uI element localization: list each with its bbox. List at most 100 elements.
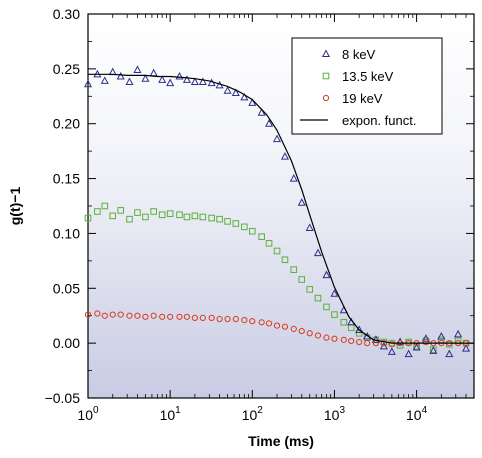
fit-line	[88, 73, 474, 344]
data-point	[183, 313, 191, 320]
y-tick-label: 0.30	[53, 6, 80, 22]
data-point	[323, 303, 330, 311]
data-point	[380, 340, 387, 347]
data-point	[199, 314, 206, 322]
legend-label: 19 keV	[342, 91, 383, 106]
data-point	[94, 310, 101, 317]
data-point	[125, 77, 134, 86]
data-point	[290, 266, 298, 273]
data-point	[176, 313, 183, 320]
data-point	[83, 79, 93, 88]
data-point	[232, 220, 240, 227]
data-point	[166, 210, 174, 217]
data-point	[117, 207, 124, 214]
data-point	[340, 318, 348, 326]
data-point	[134, 209, 141, 216]
data-point	[297, 198, 306, 206]
data-point	[257, 108, 266, 116]
data-point	[305, 223, 314, 231]
data-point	[265, 320, 273, 327]
data-point	[216, 315, 223, 323]
data-point	[388, 341, 395, 348]
data-point	[133, 65, 142, 73]
legend-label: 13.5 keV	[342, 69, 394, 84]
data-point	[84, 311, 92, 318]
data-point	[224, 218, 231, 225]
data-point	[216, 215, 223, 223]
y-axis-ticks: −0.05 0.00 0.05 0.10 0.15 0.20 0.25 0.30	[45, 6, 474, 406]
x-tick-label: 101	[160, 405, 182, 423]
data-point	[126, 312, 133, 319]
data-point	[412, 342, 421, 351]
data-point	[150, 208, 157, 215]
x-tick-label: 102	[242, 405, 264, 423]
data-point	[248, 98, 257, 106]
data-point	[141, 74, 150, 82]
data-point	[142, 313, 149, 320]
data-point	[159, 313, 166, 320]
data-point	[101, 312, 108, 319]
data-point	[429, 346, 438, 354]
data-point	[421, 334, 430, 342]
data-point	[101, 202, 109, 210]
legend-swatch	[322, 72, 330, 80]
data-point	[330, 289, 339, 297]
legend: 8 keV 13.5 keV 19 keV expon. funct.	[291, 37, 443, 135]
legend-label: expon. funct.	[342, 113, 416, 128]
data-point	[109, 212, 117, 220]
data-point	[281, 256, 289, 264]
data-point	[142, 213, 149, 221]
data-point	[306, 286, 314, 293]
data-point	[364, 340, 371, 347]
legend-label: 8 keV	[342, 47, 376, 62]
data-point	[224, 315, 231, 323]
data-point	[208, 314, 215, 322]
data-point	[371, 335, 380, 343]
series-layer	[83, 65, 474, 358]
data-point	[241, 317, 248, 324]
series-square	[84, 202, 470, 354]
data-point	[379, 341, 388, 350]
data-point	[94, 208, 101, 215]
data-point	[191, 212, 199, 220]
data-point	[190, 77, 199, 86]
data-point	[314, 332, 322, 339]
data-point	[265, 240, 273, 247]
series-line	[88, 73, 474, 344]
data-point	[387, 347, 396, 355]
data-point	[323, 334, 330, 341]
data-point	[158, 211, 166, 219]
data-point	[176, 211, 183, 219]
data-point	[272, 134, 282, 143]
data-point	[84, 214, 92, 222]
data-point	[331, 311, 338, 318]
data-point	[258, 319, 265, 326]
data-point	[109, 311, 116, 318]
y-tick-label: −0.05	[45, 390, 81, 406]
data-point	[314, 294, 322, 302]
data-point	[348, 337, 355, 345]
data-point	[280, 152, 290, 160]
data-point	[306, 330, 313, 337]
data-point	[167, 313, 174, 320]
y-tick-label: 0.15	[53, 171, 80, 187]
data-point	[331, 335, 338, 342]
x-tick-label: 100	[77, 405, 99, 423]
x-tick-label: 104	[406, 405, 428, 423]
data-point	[134, 312, 141, 319]
data-point	[289, 174, 298, 182]
data-point	[232, 315, 239, 323]
data-point	[422, 338, 430, 346]
data-point	[231, 88, 240, 96]
data-point	[298, 276, 306, 283]
data-point	[454, 329, 463, 338]
data-point	[240, 92, 249, 101]
legend-swatch	[322, 94, 330, 102]
data-point	[248, 227, 256, 235]
y-tick-label: 0.05	[53, 280, 80, 296]
data-point	[208, 214, 215, 222]
data-point	[100, 76, 109, 84]
data-point	[273, 247, 281, 255]
y-tick-label: 0.20	[53, 116, 80, 132]
